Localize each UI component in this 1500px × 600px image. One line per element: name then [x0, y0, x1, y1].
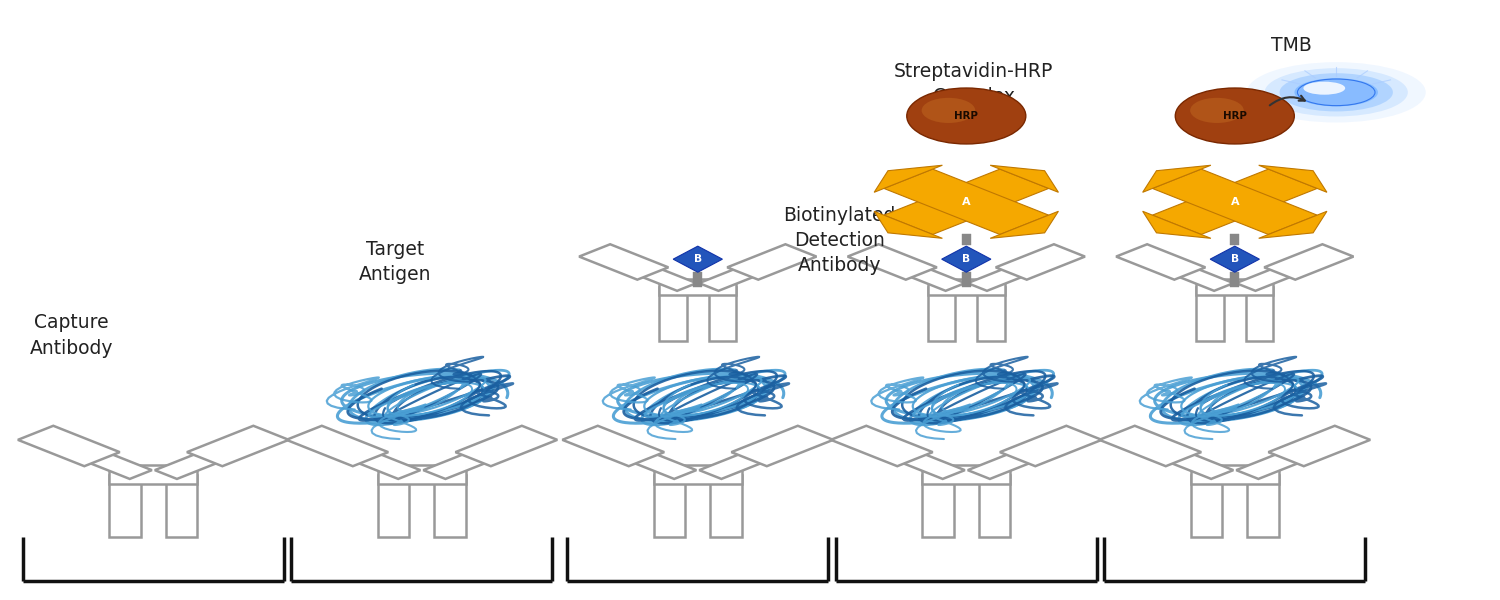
Polygon shape — [1236, 442, 1330, 479]
Polygon shape — [1230, 272, 1239, 287]
Polygon shape — [884, 169, 1048, 235]
Text: TMB: TMB — [1270, 36, 1312, 55]
Polygon shape — [968, 442, 1062, 479]
Text: Streptavidin-HRP
Complex: Streptavidin-HRP Complex — [894, 62, 1053, 106]
Polygon shape — [110, 475, 141, 536]
Polygon shape — [562, 426, 664, 466]
Polygon shape — [456, 426, 558, 466]
Polygon shape — [922, 465, 1010, 484]
Polygon shape — [882, 258, 965, 291]
Text: A: A — [1230, 197, 1239, 207]
Polygon shape — [602, 442, 696, 479]
Polygon shape — [188, 426, 290, 466]
Polygon shape — [942, 246, 992, 272]
Polygon shape — [1248, 475, 1278, 536]
Polygon shape — [711, 475, 741, 536]
Polygon shape — [435, 475, 465, 536]
Polygon shape — [831, 426, 933, 466]
Polygon shape — [1100, 426, 1202, 466]
Polygon shape — [57, 442, 152, 479]
Polygon shape — [674, 246, 723, 272]
Polygon shape — [728, 244, 816, 280]
Text: B: B — [693, 254, 702, 264]
Polygon shape — [1197, 279, 1274, 295]
Polygon shape — [928, 279, 1005, 295]
Text: Biotinylated
Detection
Antibody: Biotinylated Detection Antibody — [783, 206, 895, 275]
Polygon shape — [996, 244, 1084, 280]
Polygon shape — [286, 426, 388, 466]
Text: B: B — [962, 254, 970, 264]
Ellipse shape — [1294, 78, 1378, 106]
Polygon shape — [980, 475, 1010, 536]
Polygon shape — [874, 165, 942, 193]
Polygon shape — [1269, 426, 1371, 466]
Text: B: B — [1230, 254, 1239, 264]
Polygon shape — [654, 465, 741, 484]
Ellipse shape — [1246, 62, 1425, 122]
Text: HRP: HRP — [954, 111, 978, 121]
Polygon shape — [1191, 465, 1278, 484]
Polygon shape — [1264, 244, 1353, 280]
Polygon shape — [928, 287, 956, 341]
Polygon shape — [884, 169, 1048, 235]
Polygon shape — [870, 442, 964, 479]
Polygon shape — [1152, 169, 1317, 235]
Ellipse shape — [908, 88, 1026, 144]
Polygon shape — [978, 287, 1005, 341]
Polygon shape — [326, 442, 420, 479]
Polygon shape — [1197, 287, 1224, 341]
Polygon shape — [699, 258, 782, 291]
Polygon shape — [1000, 426, 1102, 466]
Polygon shape — [693, 272, 702, 287]
Ellipse shape — [921, 98, 975, 123]
Ellipse shape — [1298, 79, 1376, 106]
Ellipse shape — [1280, 73, 1394, 112]
Polygon shape — [1258, 211, 1328, 238]
Polygon shape — [579, 244, 669, 280]
Polygon shape — [922, 475, 954, 536]
Polygon shape — [699, 442, 794, 479]
Polygon shape — [166, 475, 196, 536]
Polygon shape — [660, 287, 687, 341]
Polygon shape — [423, 442, 518, 479]
Polygon shape — [378, 475, 410, 536]
Ellipse shape — [1190, 98, 1243, 123]
Text: HRP: HRP — [1222, 111, 1246, 121]
Polygon shape — [1236, 258, 1318, 291]
Polygon shape — [710, 287, 736, 341]
Polygon shape — [1143, 211, 1210, 238]
Polygon shape — [614, 258, 696, 291]
Polygon shape — [1152, 169, 1317, 235]
Polygon shape — [1210, 246, 1260, 272]
Polygon shape — [990, 165, 1059, 193]
Polygon shape — [1230, 235, 1239, 245]
Text: Target
Antigen: Target Antigen — [358, 239, 430, 284]
Ellipse shape — [1264, 68, 1408, 116]
Polygon shape — [1143, 165, 1210, 193]
Polygon shape — [732, 426, 834, 466]
Polygon shape — [1150, 258, 1233, 291]
Polygon shape — [962, 235, 970, 245]
Polygon shape — [18, 426, 120, 466]
Text: A: A — [962, 197, 970, 207]
Polygon shape — [378, 465, 465, 484]
Polygon shape — [1191, 475, 1222, 536]
Ellipse shape — [1304, 82, 1346, 95]
Polygon shape — [1246, 287, 1274, 341]
Polygon shape — [1116, 244, 1206, 280]
Polygon shape — [968, 258, 1050, 291]
Polygon shape — [847, 244, 938, 280]
Polygon shape — [962, 272, 970, 287]
Polygon shape — [154, 442, 249, 479]
Polygon shape — [654, 475, 686, 536]
Text: Capture
Antibody: Capture Antibody — [30, 313, 112, 358]
Ellipse shape — [1176, 88, 1294, 144]
Polygon shape — [990, 211, 1059, 238]
Polygon shape — [874, 211, 942, 238]
Polygon shape — [660, 279, 736, 295]
Polygon shape — [110, 465, 196, 484]
Polygon shape — [1258, 165, 1328, 193]
Polygon shape — [1138, 442, 1233, 479]
